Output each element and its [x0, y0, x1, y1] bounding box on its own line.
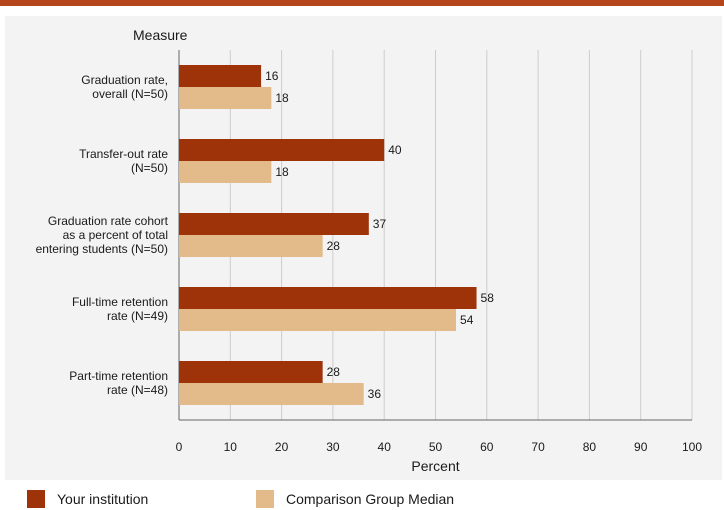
category-label-line: Transfer-out rate [79, 147, 168, 161]
bar-comparison-median [179, 309, 457, 331]
category-label: Full-time retention rate (N=49) [72, 295, 168, 323]
x-tick-label: 60 [480, 440, 494, 454]
x-tick-label: 10 [224, 440, 238, 454]
x-tick-label: 30 [326, 440, 340, 454]
legend-label-comparison-median: Comparison Group Median [286, 491, 455, 507]
bar-your-institution [179, 287, 477, 309]
category-label-line: rate (N=48) [107, 383, 168, 397]
bar-comparison-median [179, 235, 323, 257]
category-label: Graduation rate cohort as a percent of to… [36, 214, 169, 256]
data-label-your-institution: 58 [481, 291, 495, 305]
category-label-line: Full-time retention [72, 295, 168, 309]
legend-swatch-your-institution [27, 490, 45, 508]
data-label-comparison-median: 36 [368, 387, 382, 401]
data-label-your-institution: 40 [388, 143, 402, 157]
category-label: Graduation rate, overall (N=50) [81, 73, 168, 101]
x-axis-label: Percent [411, 458, 459, 474]
data-label-comparison-median: 54 [460, 313, 474, 327]
bar-your-institution [179, 213, 369, 235]
x-tick-label: 40 [378, 440, 392, 454]
x-tick-label: 50 [429, 440, 443, 454]
bar-comparison-median [179, 383, 364, 405]
bar-your-institution [179, 65, 262, 87]
category-label: Part-time retention rate (N=48) [69, 369, 168, 397]
legend-item-your-institution: Your institution [27, 488, 148, 510]
bar-your-institution [179, 361, 323, 383]
data-label-comparison-median: 18 [275, 165, 289, 179]
category-label: Transfer-out rate (N=50) [79, 147, 168, 175]
category-label-line: (N=50) [131, 161, 168, 175]
y-axis-label: Measure [133, 27, 188, 43]
data-label-your-institution: 37 [373, 217, 387, 231]
legend-label-your-institution: Your institution [57, 491, 149, 507]
x-tick-label: 80 [583, 440, 597, 454]
category-label-line: Graduation rate, [81, 73, 168, 87]
header-accent-bar [0, 0, 724, 6]
x-tick-label: 20 [275, 440, 289, 454]
legend-swatch-comparison-median [256, 490, 274, 508]
bar-your-institution [179, 139, 385, 161]
data-label-comparison-median: 28 [327, 239, 341, 253]
category-label-line: as a percent of total [63, 228, 168, 242]
bar-comparison-median [179, 87, 272, 109]
legend-item-comparison-median: Comparison Group Median [256, 488, 454, 510]
category-label-line: Part-time retention [69, 369, 168, 383]
x-tick-label: 90 [634, 440, 648, 454]
category-label-line: overall (N=50) [92, 87, 168, 101]
data-label-comparison-median: 18 [275, 91, 289, 105]
bar-comparison-median [179, 161, 272, 183]
category-label-line: entering students (N=50) [36, 242, 168, 256]
category-label-line: Graduation rate cohort [48, 214, 169, 228]
x-tick-label: 100 [682, 440, 702, 454]
x-tick-label: 0 [176, 440, 183, 454]
category-label-line: rate (N=49) [107, 309, 168, 323]
data-label-your-institution: 28 [327, 365, 341, 379]
x-tick-label: 70 [531, 440, 545, 454]
data-label-your-institution: 16 [265, 69, 279, 83]
